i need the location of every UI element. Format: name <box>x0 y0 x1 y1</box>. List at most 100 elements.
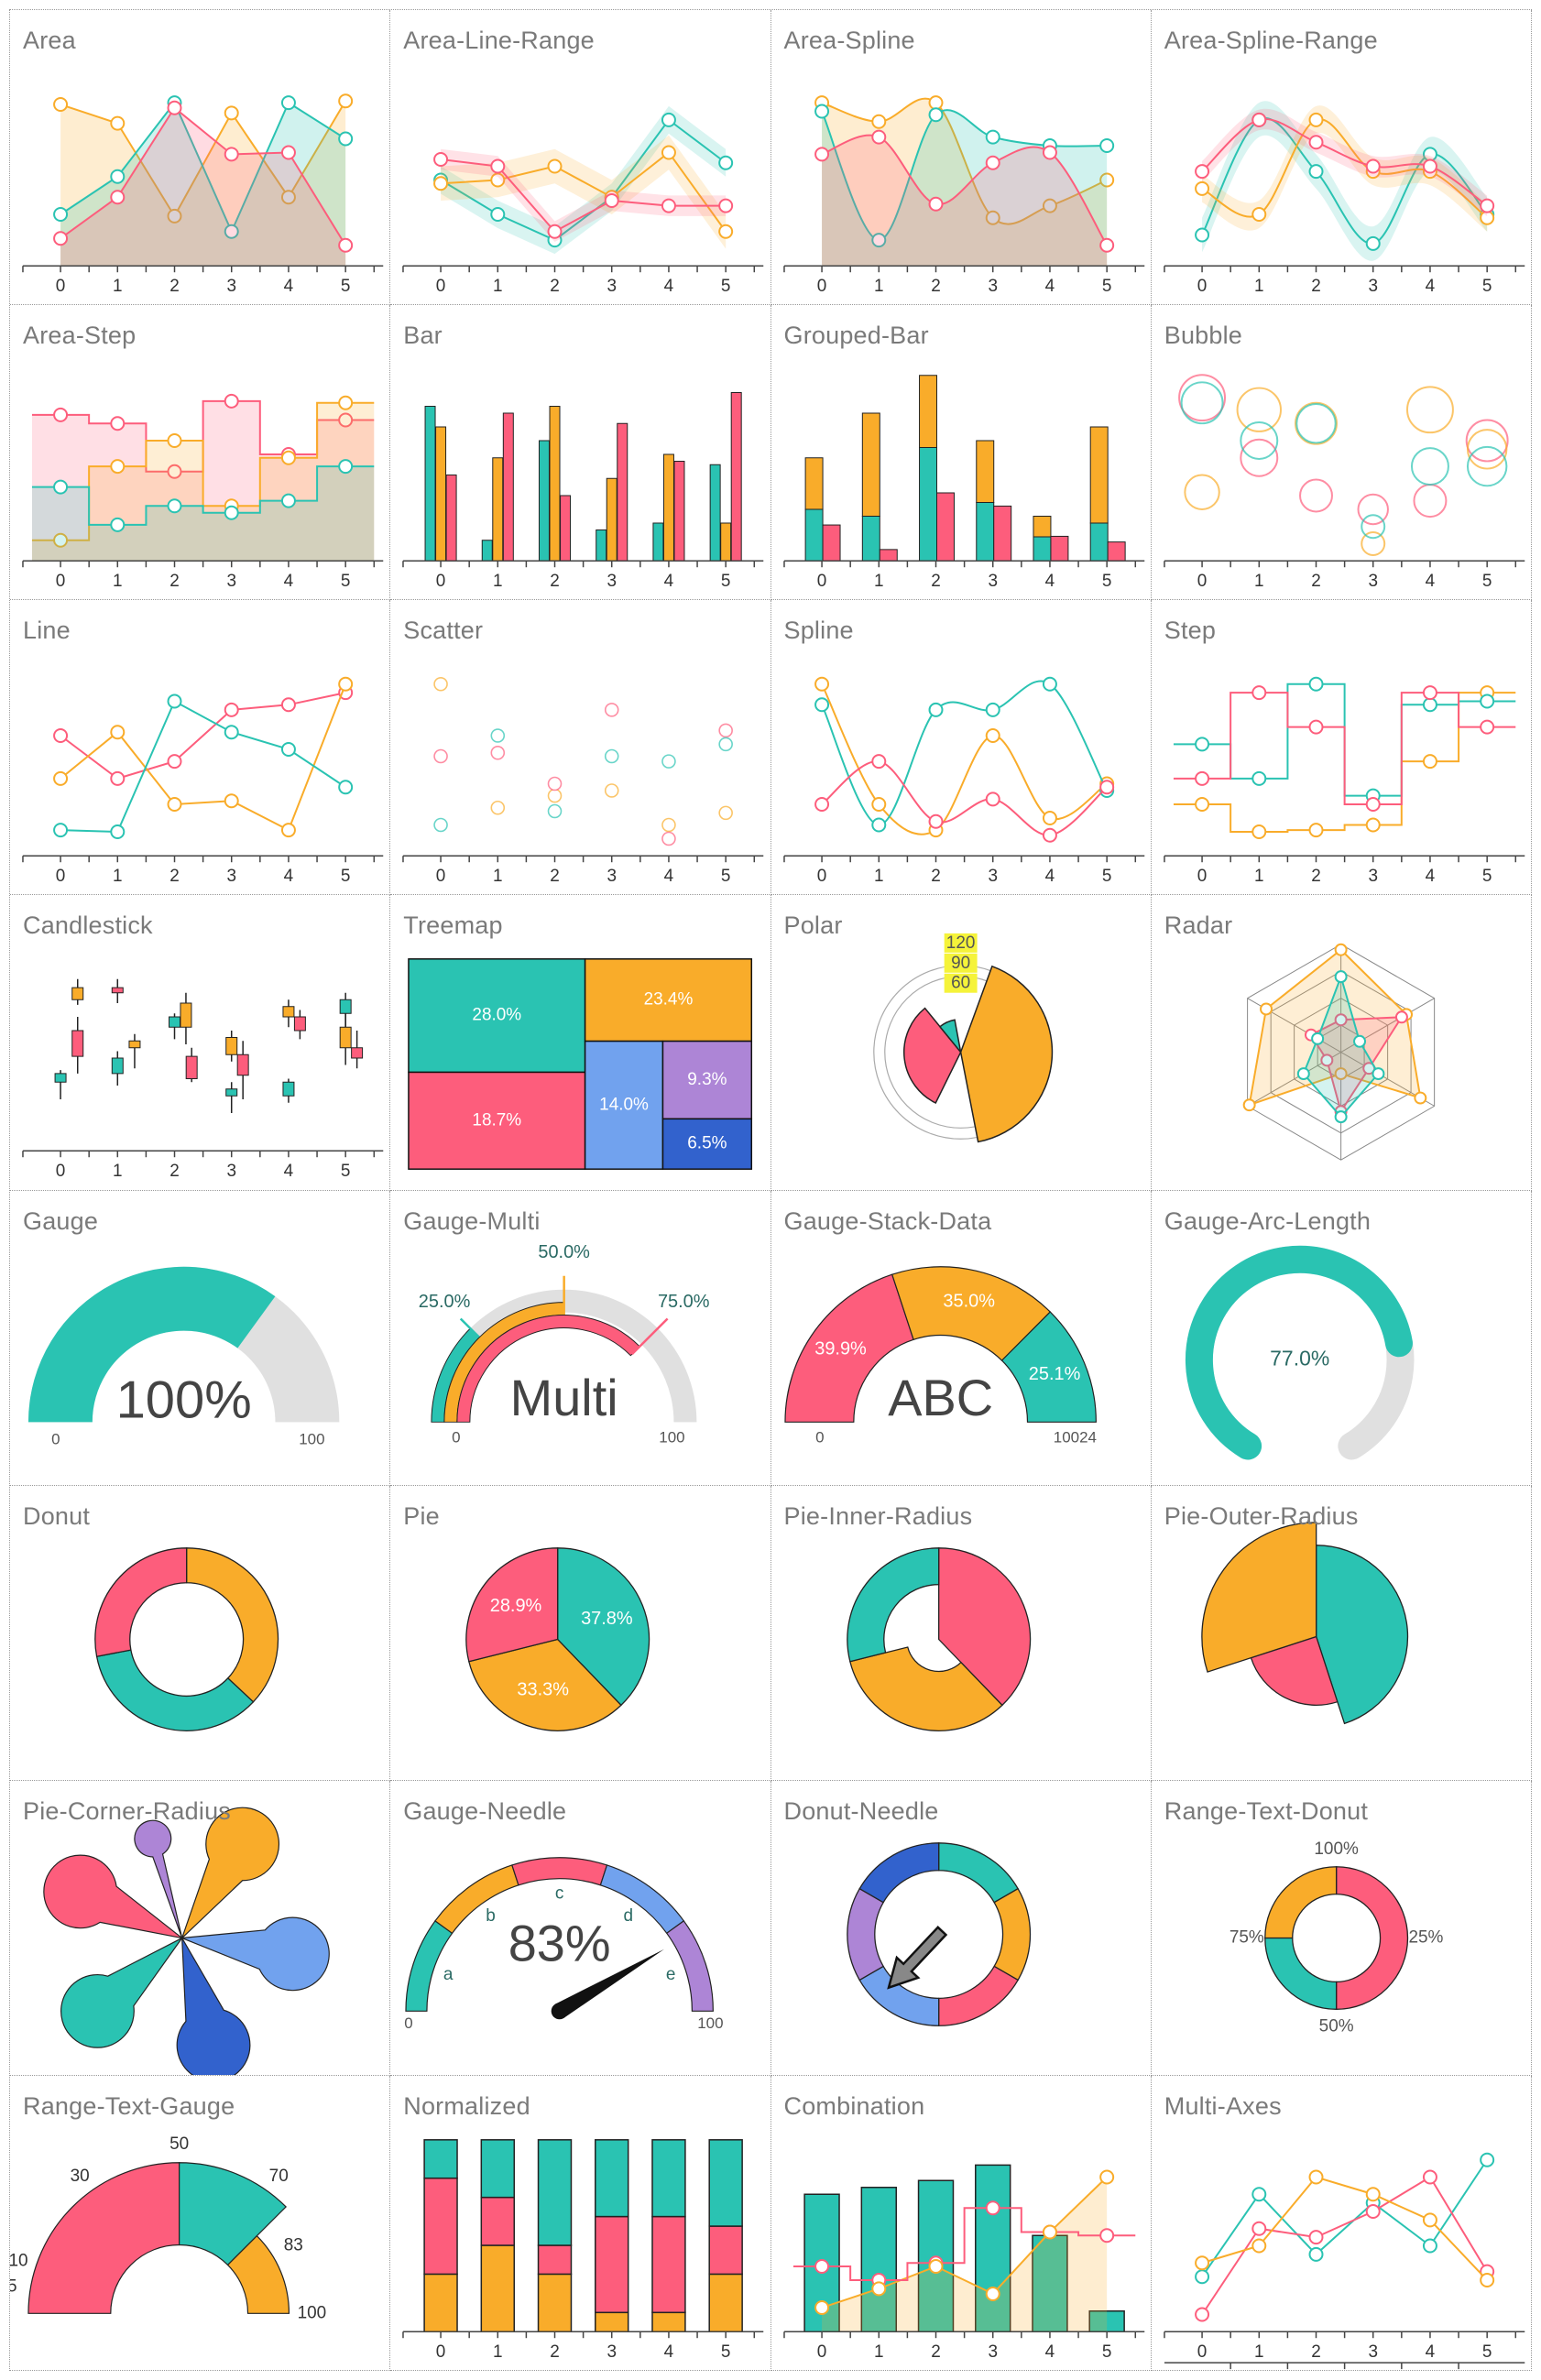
data-point-pink <box>1422 2169 1437 2185</box>
bubble-teal <box>1295 403 1337 444</box>
data-point-pink <box>53 728 69 744</box>
chart-title: Gauge <box>23 1206 99 1235</box>
data-point-pink <box>1422 685 1437 701</box>
candle-body <box>225 1037 238 1056</box>
x-tick-label: 0 <box>56 572 66 591</box>
chart-group <box>846 1546 1031 1731</box>
chart-group <box>846 1841 1031 2026</box>
data-point-orange <box>661 145 677 160</box>
chart-group: 0 1 2 3 4 5 <box>402 392 764 591</box>
bar-orange <box>918 375 937 449</box>
pie-slice-pink <box>937 1546 1031 1706</box>
combination-bar <box>860 2186 897 2332</box>
data-point-orange <box>1098 172 1114 188</box>
x-tick-label: 1 <box>493 277 503 296</box>
chart-title: Normalized <box>403 2091 530 2120</box>
normalized-bar-teal <box>708 2138 744 2227</box>
data-point-pink <box>338 237 354 253</box>
series-line-orange <box>60 683 347 832</box>
treemap-cell <box>408 1072 586 1171</box>
data-point-orange <box>1422 2212 1437 2228</box>
pie-label: 28.9% <box>490 1596 542 1616</box>
data-point-pink <box>661 198 677 213</box>
x-tick-label: 0 <box>816 867 826 886</box>
data-point-teal <box>110 169 126 184</box>
radar-point-orange <box>1259 1002 1273 1016</box>
polar-tick-bg <box>944 974 978 994</box>
gauge-needle-segment-label: c <box>555 1883 563 1903</box>
gauge-multi-label: 50.0% <box>539 1242 591 1262</box>
data-point-orange <box>1251 824 1267 840</box>
chart-svg-line: 0 1 2 3 4 5 <box>22 677 384 886</box>
range-donut-slice-pink <box>1335 1865 1408 2010</box>
combination-area-point <box>985 2286 1000 2301</box>
bubble-teal <box>1466 446 1508 487</box>
bar-teal <box>1032 536 1051 562</box>
x-tick-label: 3 <box>226 867 236 886</box>
x-tick-label: 3 <box>607 277 617 296</box>
data-point-teal <box>985 703 1000 718</box>
x-tick-label: 1 <box>113 572 123 591</box>
chart-group: 0 1 2 3 4 5 <box>782 375 1144 591</box>
chart-svg-scatter: 0 1 2 3 4 5 <box>402 677 764 886</box>
chart-svg-range-text-gauge: 5 10 30 50 70 83 100 <box>10 2134 326 2322</box>
bar-orange <box>1089 426 1109 524</box>
combination-bar <box>1031 2234 1068 2332</box>
chart-title: Area-Step <box>23 322 137 350</box>
bar-pink <box>992 506 1011 562</box>
data-point-teal <box>224 725 239 740</box>
chart-svg-step: 0 1 2 3 4 5 <box>1163 677 1525 886</box>
polar-slice-teal <box>938 1019 961 1054</box>
range-gauge-tick: 30 <box>71 2167 90 2186</box>
data-point-orange <box>1308 112 1324 127</box>
data-point-orange <box>280 190 296 205</box>
chart-title: Polar <box>783 912 843 940</box>
data-point-pink <box>1042 145 1057 160</box>
x-tick-label: 0 <box>1197 277 1208 296</box>
chart-title: Radar <box>1164 912 1233 940</box>
chart-svg-grouped-bar: 0 1 2 3 4 5 <box>782 375 1144 591</box>
bubble-orange <box>1466 429 1508 470</box>
data-point-pink <box>53 408 69 422</box>
combination-step-line <box>792 2207 1135 2281</box>
gauge-needle-pointer <box>555 1949 665 2018</box>
pie-label: 33.3% <box>518 1679 570 1699</box>
combination-area-point <box>928 2258 943 2274</box>
normalized-bar-teal <box>423 2138 459 2179</box>
data-point-pink <box>985 792 1000 807</box>
data-point-orange <box>1042 198 1057 213</box>
gauge-stack-label: 35.0% <box>943 1291 995 1311</box>
chart-title: Grouped-Bar <box>783 322 929 350</box>
data-point-pink <box>1365 797 1381 813</box>
data-point-orange <box>547 158 563 174</box>
chart-group: 0 1 2 3 4 5 <box>1163 374 1525 591</box>
data-point-orange <box>870 114 886 129</box>
chart-svg-radar <box>1242 944 1435 1162</box>
series-area-pink <box>821 135 1107 267</box>
gauge-min-label: 0 <box>404 2014 412 2032</box>
chart-title: Candlestick <box>23 912 153 940</box>
chart-title: Line <box>23 617 71 645</box>
radar-point-pink <box>1320 1054 1334 1067</box>
gauge-needle-segment-purple <box>666 1919 715 2012</box>
bar-teal <box>482 540 493 562</box>
bar-teal <box>804 508 824 562</box>
bar-orange <box>861 412 880 518</box>
data-point-teal <box>1251 771 1267 787</box>
x-tick-label: 4 <box>1425 2342 1435 2362</box>
gauge-needle-segment-lightblue <box>599 1863 685 1934</box>
x-tick-label: 4 <box>1044 2342 1055 2362</box>
combination-area-point <box>814 2299 829 2315</box>
scatter-point-teal <box>605 748 619 764</box>
chart-cell-area-line-range: 0 1 2 3 4 5 Area-Line-Range <box>390 10 771 306</box>
radar-point-teal <box>1352 1035 1366 1049</box>
gauge-multi-marker <box>631 1317 669 1355</box>
data-point-pink <box>1251 685 1267 701</box>
gauge-center-label: ABC <box>888 1369 993 1426</box>
pie-slice-teal <box>846 1546 939 1663</box>
range-gauge-tick: 70 <box>269 2167 289 2186</box>
candle-body <box>282 1082 295 1097</box>
normalized-bar-orange <box>651 2311 686 2332</box>
bubble-orange <box>1184 474 1220 511</box>
normalized-bar-pink <box>538 2244 573 2276</box>
